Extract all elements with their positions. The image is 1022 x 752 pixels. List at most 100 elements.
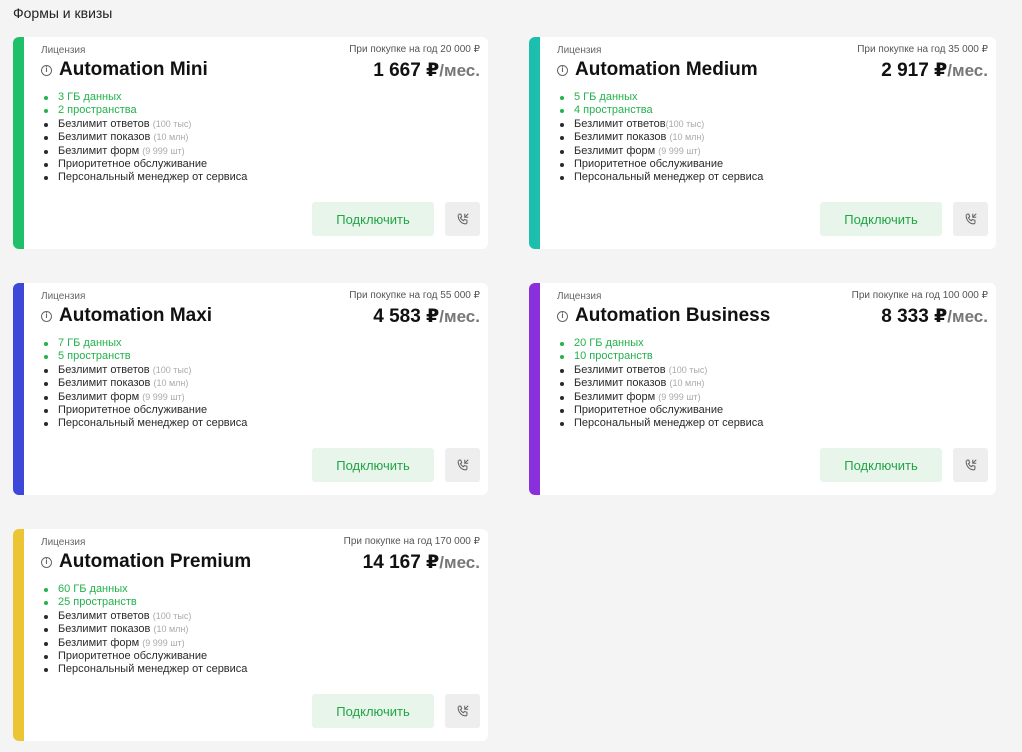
monthly-price: 1 667 ₽/мес. [373, 59, 480, 82]
feature-views-text: Безлимит показов [58, 377, 151, 390]
callback-button[interactable] [953, 448, 988, 482]
feature-priority: Приоритетное обслуживание [43, 650, 247, 663]
feature-list: 60 ГБ данных 25 пространств Безлимит отв… [43, 583, 247, 677]
feature-spaces: 5 пространств [43, 350, 247, 363]
card-accent-bar [13, 37, 24, 249]
connect-button[interactable]: Подключить [820, 448, 942, 482]
feature-forms: Безлимит форм (9 999 шт) [559, 391, 763, 404]
phone-callback-icon [965, 459, 977, 471]
feature-priority: Приоритетное обслуживание [559, 404, 763, 417]
feature-forms-note: (9 999 шт) [142, 637, 185, 648]
callback-button[interactable] [445, 694, 480, 728]
info-icon[interactable]: i [41, 310, 52, 322]
monthly-price: 8 333 ₽/мес. [881, 305, 988, 328]
feature-views-note: (10 млн) [153, 378, 189, 389]
feature-storage: 3 ГБ данных [43, 91, 247, 104]
feature-views: Безлимит показов (10 млн) [43, 377, 247, 390]
price-period: /мес. [439, 553, 480, 572]
feature-forms-note: (9 999 шт) [658, 145, 701, 156]
feature-answers-note: (100 тыс) [152, 610, 192, 621]
feature-forms-note: (9 999 шт) [142, 391, 185, 402]
yearly-price: При покупке на год 20 000 ₽ [349, 44, 480, 55]
feature-manager: Персональный менеджер от сервиса [43, 663, 247, 676]
feature-list: 20 ГБ данных 10 пространств Безлимит отв… [559, 337, 763, 431]
feature-manager: Персональный менеджер от сервиса [43, 417, 247, 430]
plans-grid: Лицензия При покупке на год 20 000 ₽ i A… [13, 37, 996, 741]
feature-views-text: Безлимит показов [574, 131, 667, 144]
feature-manager: Персональный менеджер от сервиса [559, 417, 763, 430]
plan-name: Automation Premium [59, 551, 252, 572]
feature-answers: Безлимит ответов (100 тыс) [43, 364, 247, 377]
feature-views: Безлимит показов (10 млн) [43, 131, 247, 144]
feature-priority: Приоритетное обслуживание [43, 404, 247, 417]
feature-forms-text: Безлимит форм [58, 144, 140, 157]
price-period: /мес. [947, 61, 988, 80]
feature-priority: Приоритетное обслуживание [43, 158, 247, 171]
feature-answers-note: (100 тыс) [152, 364, 192, 375]
feature-forms: Безлимит форм (9 999 шт) [43, 145, 247, 158]
callback-button[interactable] [953, 202, 988, 236]
feature-views-note: (10 млн) [669, 132, 705, 143]
price-value: 1 667 ₽ [373, 60, 440, 81]
feature-answers-text: Безлимит ответов [58, 363, 150, 376]
feature-views-note: (10 млн) [153, 132, 189, 143]
feature-answers-text: Безлимит ответов [58, 117, 150, 130]
info-icon[interactable]: i [41, 64, 52, 76]
plan-card-medium: Лицензия При покупке на год 35 000 ₽ i A… [529, 37, 996, 249]
phone-callback-icon [457, 213, 469, 225]
price-period: /мес. [439, 61, 480, 80]
feature-answers-note: (100 тыс) [665, 118, 705, 129]
monthly-price: 14 167 ₽/мес. [363, 551, 480, 574]
feature-views: Безлимит показов (10 млн) [43, 623, 247, 636]
price-value: 14 167 ₽ [362, 552, 440, 573]
feature-answers: Безлимит ответов (100 тыс) [43, 610, 247, 623]
feature-forms-note: (9 999 шт) [142, 145, 185, 156]
feature-views-note: (10 млн) [153, 624, 189, 635]
callback-button[interactable] [445, 202, 480, 236]
feature-answers-note: (100 тыс) [668, 364, 708, 375]
feature-forms: Безлимит форм (9 999 шт) [43, 391, 247, 404]
plan-card-mini: Лицензия При покупке на год 20 000 ₽ i A… [13, 37, 488, 249]
feature-storage: 5 ГБ данных [559, 91, 763, 104]
yearly-price: При покупке на год 35 000 ₽ [857, 44, 988, 55]
card-accent-bar [13, 529, 24, 741]
connect-button[interactable]: Подключить [312, 448, 434, 482]
price-value: 4 583 ₽ [373, 306, 440, 327]
license-label: Лицензия [41, 45, 86, 56]
feature-list: 5 ГБ данных 4 пространства Безлимит отве… [559, 91, 763, 185]
price-period: /мес. [947, 307, 988, 326]
plan-card-maxi: Лицензия При покупке на год 55 000 ₽ i A… [13, 283, 488, 495]
license-label: Лицензия [557, 45, 602, 56]
feature-answers-text: Безлимит ответов [58, 609, 150, 622]
info-icon[interactable]: i [557, 310, 568, 322]
page-title: Формы и квизы [13, 5, 113, 21]
feature-views-text: Безлимит показов [574, 377, 667, 390]
feature-storage: 20 ГБ данных [559, 337, 763, 350]
info-icon[interactable]: i [557, 64, 568, 76]
license-label: Лицензия [41, 537, 86, 548]
price-value: 8 333 ₽ [881, 306, 948, 327]
feature-views: Безлимит показов (10 млн) [559, 377, 763, 390]
connect-button[interactable]: Подключить [312, 202, 434, 236]
info-icon[interactable]: i [41, 556, 52, 568]
feature-forms: Безлимит форм (9 999 шт) [43, 637, 247, 650]
connect-button[interactable]: Подключить [312, 694, 434, 728]
feature-spaces: 2 пространства [43, 104, 247, 117]
feature-forms-note: (9 999 шт) [658, 391, 701, 402]
price-value: 2 917 ₽ [881, 60, 948, 81]
feature-forms-text: Безлимит форм [58, 390, 140, 403]
callback-button[interactable] [445, 448, 480, 482]
feature-list: 7 ГБ данных 5 пространств Безлимит ответ… [43, 337, 247, 431]
plan-name: Automation Mini [59, 59, 208, 80]
feature-manager: Персональный менеджер от сервиса [559, 171, 763, 184]
feature-spaces: 25 пространств [43, 596, 247, 609]
connect-button[interactable]: Подключить [820, 202, 942, 236]
license-label: Лицензия [557, 291, 602, 302]
feature-views-text: Безлимит показов [58, 623, 151, 636]
feature-priority: Приоритетное обслуживание [559, 158, 763, 171]
license-label: Лицензия [41, 291, 86, 302]
card-accent-bar [529, 37, 540, 249]
feature-views-note: (10 млн) [669, 378, 705, 389]
yearly-price: При покупке на год 100 000 ₽ [851, 290, 988, 301]
price-period: /мес. [439, 307, 480, 326]
